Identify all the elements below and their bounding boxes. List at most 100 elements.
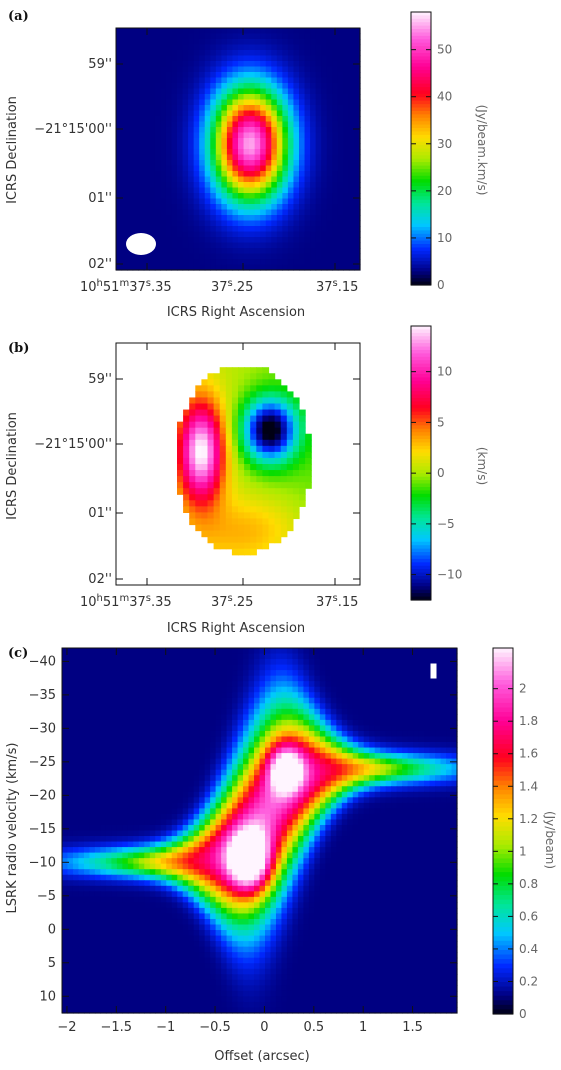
panel-c-heatmap-cell	[232, 775, 239, 782]
panel-b-heatmap-cell	[231, 518, 239, 526]
panel-a-heatmap-cell	[165, 77, 173, 84]
panel-a-heatmap-cell	[204, 66, 211, 73]
panel-c-heatmap-cell	[407, 703, 414, 710]
panel-a-heatmap-cell	[199, 160, 206, 167]
panel-c-heatmap-cell	[413, 769, 420, 776]
panel-a-heatmap-cell	[354, 110, 361, 117]
panel-a-heatmap-cell	[215, 248, 222, 255]
panel-a-heatmap-cell	[293, 237, 300, 244]
panel-c-heatmap-cell	[160, 697, 167, 704]
panel-c-heatmap-cell	[182, 664, 189, 671]
panel-c-heatmap-cell	[330, 719, 337, 727]
panel-c-heatmap-cell	[89, 742, 96, 749]
panel-a-heatmap-cell	[232, 237, 239, 244]
panel-c-heatmap-cell	[429, 786, 436, 793]
panel-a-heatmap-cell	[282, 226, 289, 233]
panel-a-heatmap-cell	[221, 94, 228, 101]
panel-c-heatmap-cell	[193, 764, 200, 771]
panel-a-heatmap-cell	[254, 187, 261, 194]
panel-a-heatmap-cell	[315, 77, 322, 84]
panel-c-heatmap-cell	[407, 653, 414, 660]
panel-c-heatmap-cell	[270, 753, 277, 760]
panel-a-heatmap-cell	[204, 143, 211, 150]
panel-a-heatmap-cell	[182, 226, 189, 233]
panel-c-heatmap-cell	[358, 725, 365, 732]
panel-c-heatmap-cell	[374, 697, 381, 704]
panel-c-heatmap-cell	[352, 808, 359, 815]
panel-c-heatmap-cell	[440, 708, 447, 715]
panel-a-heatmap-cell	[154, 55, 161, 62]
panel-c-heatmap-cell	[325, 686, 332, 693]
panel-a-heatmap-cell	[304, 127, 311, 134]
panel-c-heatmap-cell	[402, 813, 409, 821]
panel-c-heatmap-cell	[358, 675, 365, 682]
panel-c-heatmap-cell	[407, 686, 414, 693]
panel-c-heatmap-cell	[111, 808, 118, 815]
panel-a-heatmap-cell	[221, 55, 228, 62]
panel-c-heatmap-cell	[292, 664, 299, 671]
panel-c-heatmap-cell	[418, 725, 425, 732]
panel-c-heatmap-cell	[149, 736, 156, 743]
panel-a-heatmap-cell	[326, 39, 333, 46]
panel-c-heatmap-cell	[363, 769, 370, 776]
panel-a-heatmap-cell	[121, 99, 128, 106]
panel-a-heatmap-cell	[121, 105, 128, 112]
panel-a-heatmap-cell	[226, 220, 234, 227]
panel-a-heatmap-cell	[287, 165, 295, 172]
panel-c-heatmap-cell	[221, 813, 228, 821]
panel-a-heatmap-cell	[210, 50, 217, 57]
panel-a-heatmap-cell	[321, 143, 328, 150]
panel-c-heatmap-cell	[402, 725, 409, 732]
panel-a-heatmap-cell	[149, 66, 156, 73]
panel-c-heatmap-cell	[325, 747, 332, 754]
panel-c-heatmap-cell	[424, 719, 431, 727]
panel-a-heatmap-cell	[232, 83, 239, 90]
panel-a-heatmap-cell	[265, 242, 272, 249]
panel-a-heatmap-cell	[304, 116, 311, 123]
panel-c-heatmap-cell	[116, 780, 123, 787]
panel-b-heatmap-cell	[213, 524, 221, 532]
panel-a-heatmap-cell	[143, 209, 150, 216]
panel-c-heatmap-cell	[435, 659, 442, 666]
panel-a-heatmap-cell	[204, 149, 211, 156]
panel-b-heatmap-cell	[256, 379, 263, 386]
panel-a-heatmap-cell	[221, 28, 228, 35]
panel-a-heatmap-cell	[271, 138, 278, 145]
panel-c-heatmap-cell	[67, 659, 74, 666]
panel-a-heatmap-cell	[249, 176, 256, 183]
panel-c-heatmap-cell	[297, 758, 304, 765]
panel-a-heatmap-cell	[354, 253, 361, 260]
panel-c-heatmap-cell	[380, 670, 387, 677]
panel-c-heatmap-cell	[171, 659, 178, 666]
panel-c-heatmap-cell	[133, 786, 140, 793]
panel-c-heatmap-cell	[275, 648, 283, 655]
panel-c-heatmap-cell	[138, 725, 145, 732]
panel-a-heatmap-cell	[226, 149, 234, 156]
panel-c-heatmap-cell	[380, 753, 387, 760]
panel-a-heatmap-cell	[199, 72, 206, 79]
panel-c-heatmap-cell	[149, 681, 156, 688]
panel-c-heatmap-cell	[105, 681, 112, 688]
panel-a-colorbar-swatch	[411, 12, 431, 17]
panel-a-heatmap-cell	[243, 259, 250, 266]
panel-a-heatmap-cell	[299, 182, 306, 189]
panel-a-heatmap-cell	[193, 193, 200, 200]
panel-c-heatmap-cell	[78, 819, 85, 826]
panel-a-heatmap-cell	[215, 44, 222, 51]
panel-a-heatmap-cell	[182, 220, 189, 227]
panel-c-heatmap-cell	[188, 675, 195, 682]
panel-c-heatmap-cell	[424, 653, 431, 660]
panel-a-heatmap-cell	[171, 138, 178, 145]
panel-a-colorbar-swatch	[411, 80, 431, 85]
panel-c-heatmap-cell	[413, 659, 420, 666]
panel-a-heatmap-cell	[271, 259, 278, 266]
panel-a-heatmap-cell	[121, 132, 128, 139]
panel-a-heatmap-cell	[287, 105, 295, 112]
panel-c-heatmap-cell	[237, 675, 244, 682]
panel-a-heatmap-cell	[243, 55, 250, 62]
panel-c-heatmap-cell	[105, 758, 112, 765]
panel-c-heatmap-cell	[138, 714, 145, 721]
panel-a-heatmap-cell	[354, 165, 361, 172]
panel-a-heatmap-cell	[332, 33, 339, 40]
panel-a-heatmap-cell	[127, 28, 134, 35]
